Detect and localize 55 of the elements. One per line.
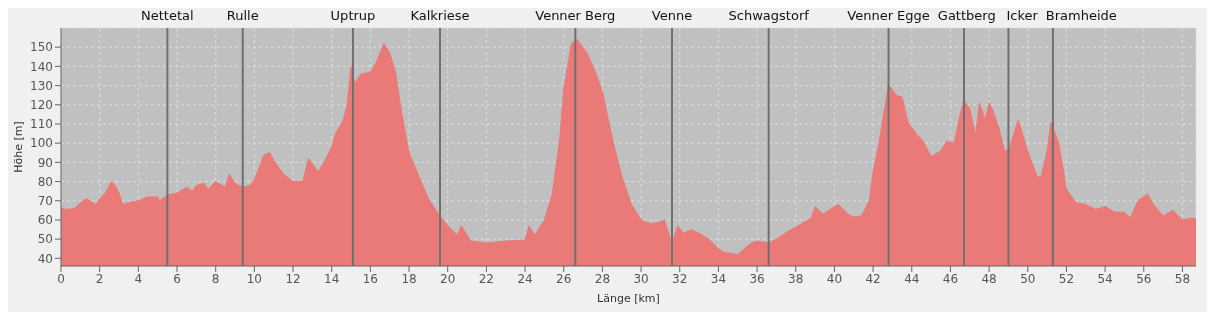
x-tick-label: 36: [749, 271, 765, 286]
x-tick-label: 18: [401, 271, 417, 286]
x-tick-label: 0: [57, 271, 65, 286]
ref-line-label: Schwagstorf: [728, 8, 810, 23]
ref-line-label: Rulle: [226, 8, 259, 23]
y-tick-label: 60: [37, 213, 53, 228]
ref-line-label: Venner Egge: [847, 8, 930, 23]
x-tick-label: 54: [1097, 271, 1113, 286]
x-tick-label: 16: [362, 271, 379, 286]
y-tick-label: 120: [30, 98, 53, 113]
x-tick-label: 6: [173, 271, 181, 286]
x-tick-label: 56: [1136, 271, 1152, 286]
y-tick-label: 110: [30, 117, 53, 132]
x-tick-label: 34: [710, 271, 727, 286]
x-tick-label: 22: [478, 271, 495, 286]
x-tick-label: 4: [134, 271, 143, 286]
x-tick-label: 48: [981, 271, 997, 286]
ref-line-label: Kalkriese: [410, 8, 470, 23]
ref-line-label: Venne: [651, 8, 693, 23]
y-tick-label: 40: [37, 251, 53, 266]
ref-line-label: Gattberg: [937, 8, 996, 23]
x-tick-label: 40: [826, 271, 843, 286]
x-tick-label: 10: [246, 271, 262, 286]
x-tick-label: 58: [1174, 271, 1191, 286]
ref-line-label: Nettetal: [141, 8, 194, 23]
ref-line-label: Uptrup: [330, 8, 376, 23]
y-tick-label: 80: [37, 174, 53, 189]
x-tick-label: 28: [594, 271, 611, 286]
y-tick-label: 140: [30, 59, 53, 74]
x-axis-title: Länge [km]: [597, 292, 660, 305]
y-tick-label: 150: [30, 40, 53, 55]
x-tick-label: 20: [440, 271, 456, 286]
y-tick-label: 130: [30, 78, 53, 93]
ref-line-label: Icker: [1006, 8, 1039, 23]
y-tick-label: 50: [37, 232, 53, 247]
x-tick-label: 24: [517, 271, 533, 286]
x-tick-label: 32: [672, 271, 688, 286]
x-tick-label: 44: [904, 271, 920, 286]
y-tick-label: 90: [37, 155, 53, 170]
x-tick-label: 42: [865, 271, 881, 286]
x-tick-label: 46: [942, 271, 959, 286]
y-tick-label: 100: [30, 136, 53, 151]
x-tick-label: 2: [95, 271, 104, 286]
y-axis-title: Höhe [m]: [11, 121, 25, 173]
x-tick-label: 38: [788, 271, 804, 286]
ref-line-label: Venner Berg: [535, 8, 616, 23]
x-tick-label: 8: [211, 271, 220, 286]
y-tick-label: 70: [37, 194, 53, 208]
x-tick-label: 50: [1020, 271, 1036, 286]
x-tick-label: 12: [285, 271, 301, 286]
x-tick-label: 26: [556, 271, 572, 286]
x-tick-label: 30: [633, 271, 649, 286]
ref-line-label: Bramheide: [1045, 8, 1117, 23]
x-tick-label: 52: [1058, 271, 1075, 286]
x-tick-label: 14: [324, 271, 340, 286]
